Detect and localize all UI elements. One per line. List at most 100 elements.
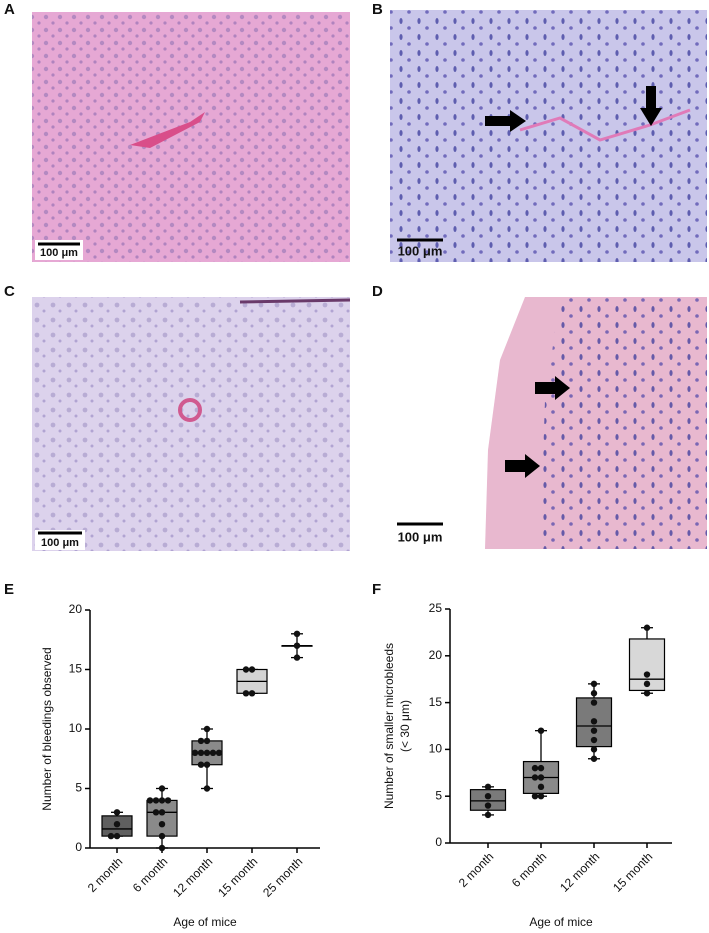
vessel — [130, 112, 205, 148]
y-tick-label: 20 — [69, 602, 83, 616]
y-tick-label: 0 — [435, 835, 442, 849]
y-axis-label: Number of bleedings observed — [40, 647, 54, 810]
x-tick-label: 2 month — [456, 849, 497, 890]
y-tick-label: 10 — [429, 742, 443, 756]
data-point — [146, 797, 154, 804]
data-point — [248, 690, 256, 697]
data-point — [203, 737, 211, 745]
panel-label: D — [372, 283, 383, 300]
data-point — [203, 785, 211, 792]
data-point — [158, 797, 166, 804]
data-point — [203, 725, 211, 733]
arrow — [485, 110, 526, 132]
data-point — [643, 624, 651, 631]
data-point — [158, 844, 166, 852]
x-tick-label: 12 month — [170, 854, 215, 899]
x-tick-label: 2 month — [85, 854, 126, 895]
panel-d: 100 μm D — [372, 283, 707, 549]
data-point — [191, 749, 199, 756]
data-point — [643, 680, 651, 688]
y-axis-label: (< 30 μm) — [398, 700, 412, 752]
scale-label: 100 μm — [40, 247, 78, 259]
data-point — [484, 793, 492, 800]
micrograph-texture — [32, 297, 350, 551]
data-point — [215, 749, 223, 756]
data-point — [203, 749, 211, 756]
y-tick-label: 20 — [429, 648, 443, 662]
data-point — [158, 809, 166, 816]
data-point — [590, 718, 598, 725]
x-axis-label: Age of mice — [529, 915, 593, 929]
y-tick-label: 25 — [429, 601, 443, 615]
arrow — [505, 454, 540, 478]
data-point — [113, 832, 121, 840]
panel-label: B — [372, 1, 383, 18]
data-point — [209, 749, 217, 756]
box — [146, 799, 178, 837]
y-axis-label: Number of smaller microbleeds — [382, 643, 396, 809]
data-point — [590, 727, 598, 734]
data-point — [113, 809, 121, 816]
scale-label: 100 μm — [398, 529, 443, 544]
data-point — [590, 736, 598, 744]
x-axis-label: Age of mice — [173, 915, 237, 929]
data-point — [531, 764, 539, 772]
x-tick-label: 6 month — [509, 849, 550, 890]
data-point — [484, 811, 492, 819]
x-tick-label: 15 month — [610, 849, 655, 894]
data-point — [537, 727, 545, 734]
x-tick-label: 12 month — [557, 849, 602, 894]
y-tick-label: 10 — [69, 721, 83, 735]
data-point — [293, 654, 301, 661]
data-point — [152, 809, 160, 816]
data-point — [590, 680, 598, 688]
y-tick-label: 5 — [75, 781, 82, 795]
data-point — [537, 764, 545, 772]
panel-label: C — [4, 283, 15, 300]
data-point — [531, 793, 539, 800]
data-point — [197, 737, 205, 745]
micrograph-texture — [32, 12, 350, 262]
data-point — [203, 761, 211, 768]
data-point — [158, 821, 166, 828]
y-tick-label: 5 — [435, 788, 442, 802]
panel-label: A — [4, 1, 15, 18]
data-point — [590, 755, 598, 762]
data-point — [242, 666, 250, 673]
panel-label: F — [372, 581, 381, 598]
vessel — [519, 108, 691, 142]
arrow — [640, 86, 662, 126]
data-point — [537, 783, 545, 791]
data-point — [164, 797, 172, 804]
y-tick-label: 15 — [429, 695, 443, 709]
scale-label: 100 μm — [41, 537, 79, 549]
scale-box — [35, 530, 85, 550]
data-point — [537, 793, 545, 800]
data-point — [158, 832, 166, 840]
panel-c: 100 μm C — [4, 283, 351, 551]
arrow — [535, 376, 570, 400]
data-point — [113, 821, 121, 828]
data-point — [197, 761, 205, 768]
data-point — [643, 690, 651, 697]
y-tick-label: 15 — [69, 662, 83, 676]
panel-a: 100 μm A — [4, 1, 350, 262]
edge — [239, 298, 351, 304]
data-point — [531, 774, 539, 781]
data-point — [152, 797, 160, 804]
data-point — [484, 802, 492, 809]
data-point — [643, 671, 651, 678]
data-point — [158, 785, 166, 792]
data-point — [293, 630, 301, 637]
data-point — [248, 666, 256, 673]
y-tick-label: 0 — [75, 840, 82, 854]
micrograph-texture — [390, 10, 707, 262]
panel-label: E — [4, 581, 14, 598]
micrograph-texture — [540, 297, 707, 549]
scale-label: 100 μm — [398, 243, 443, 258]
x-tick-label: 6 month — [130, 854, 171, 895]
x-tick-label: 15 month — [215, 854, 260, 899]
data-point — [590, 699, 598, 706]
